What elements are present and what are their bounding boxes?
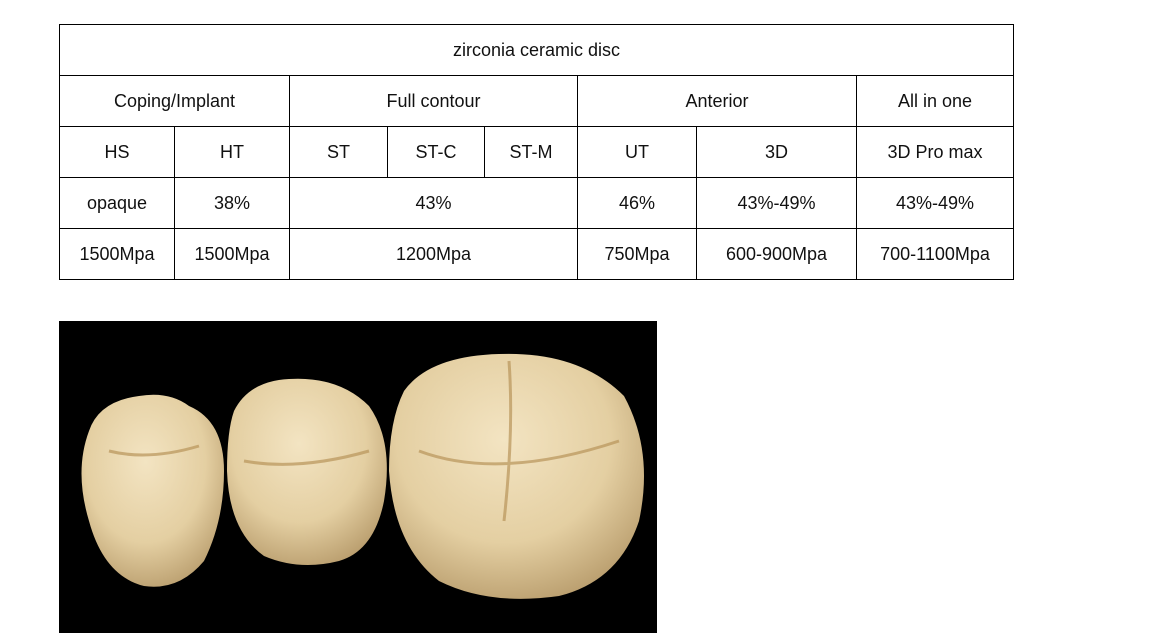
group-header: Anterior <box>577 75 857 127</box>
tooth-groove <box>108 360 620 522</box>
group-header: All in one <box>855 75 1015 127</box>
strength-cell: 1500Mpa <box>174 228 290 280</box>
strength-cell: 600-900Mpa <box>696 228 857 280</box>
translucency-cell: 43%-49% <box>696 177 857 229</box>
grade-cell: 3D Pro max <box>855 126 1015 178</box>
spec-table: zirconia ceramic disc Coping/Implant Ful… <box>58 24 1015 280</box>
grade-cell: HT <box>174 126 290 178</box>
tooth <box>81 394 224 587</box>
table-title: zirconia ceramic disc <box>58 24 1015 76</box>
teeth-photo <box>59 321 657 633</box>
translucency-cell: 43% <box>289 177 578 229</box>
strength-cell: 700-1100Mpa <box>855 228 1015 280</box>
translucency-cell: 38% <box>174 177 290 229</box>
grade-cell: ST-C <box>387 126 485 178</box>
grade-cell: 3D <box>696 126 857 178</box>
translucency-cell: opaque <box>59 177 175 229</box>
grade-cell: ST-M <box>484 126 578 178</box>
strength-cell: 1200Mpa <box>289 228 578 280</box>
strength-cell: 750Mpa <box>577 228 697 280</box>
group-header: Coping/Implant <box>59 75 290 127</box>
grade-cell: ST <box>289 126 388 178</box>
grade-cell: UT <box>577 126 697 178</box>
translucency-cell: 46% <box>577 177 697 229</box>
tooth <box>227 378 387 565</box>
translucency-cell: 43%-49% <box>855 177 1015 229</box>
grade-cell: HS <box>59 126 175 178</box>
group-header: Full contour <box>289 75 578 127</box>
tooth <box>389 353 644 599</box>
strength-cell: 1500Mpa <box>59 228 175 280</box>
